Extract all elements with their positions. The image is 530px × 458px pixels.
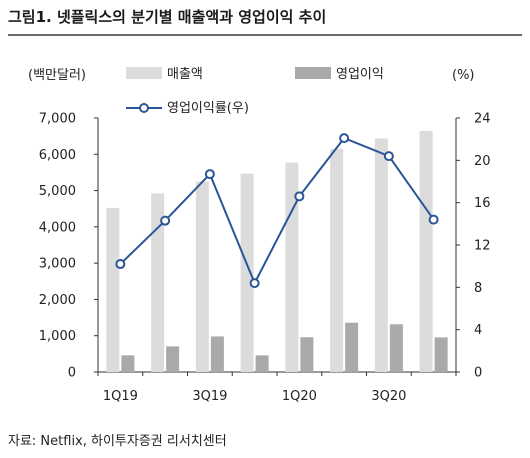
revenue-bar (419, 130, 433, 372)
operating-income-bar (166, 346, 180, 372)
operating-income-bar (121, 355, 135, 372)
operating-margin-point (383, 151, 394, 162)
left-axis-tick-label: 1,000 (39, 329, 76, 344)
right-unit-label: (%) (452, 68, 475, 83)
margin-line-layer (115, 133, 439, 289)
right-axis-tick-label: 16 (474, 196, 491, 211)
legend-revenue-label: 매출액 (167, 67, 203, 82)
bars-layer (106, 130, 448, 372)
revenue-bar (151, 193, 165, 372)
operating-income-bar (345, 322, 359, 372)
right-axis-tick-label: 24 (474, 112, 491, 127)
operating-income-bar (210, 336, 224, 372)
revenue-bar (330, 148, 344, 372)
x-axis-tick-label: 1Q19 (103, 389, 138, 404)
operating-margin-point (115, 259, 126, 270)
right-axis-tick-label: 12 (474, 239, 491, 254)
left-axis-tick-label: 5,000 (39, 184, 76, 199)
operating-margin-point (339, 133, 350, 144)
operating-margin-point (249, 278, 260, 289)
x-axis-tick-label: 3Q19 (192, 389, 227, 404)
title-divider (8, 34, 522, 36)
left-axis-tick-label: 7,000 (39, 112, 76, 127)
legend-operating-income-label: 영업이익 (336, 67, 384, 82)
operating-margin-point (294, 191, 305, 202)
legend-operating-income-swatch (295, 67, 331, 79)
legend-margin-label: 영업이익률(우) (167, 101, 249, 116)
axes-layer: 0 1,000 2,000 3,000 4,000 5,000 6,000 7,000 0 4 8 1… (28, 68, 491, 404)
figure-title: 그림1. 넷플릭스의 분기별 매출액과 영업이익 추이 (8, 8, 327, 26)
left-axis-tick-label: 4,000 (39, 220, 76, 235)
left-axis-tick-label: 6,000 (39, 148, 76, 163)
legend-revenue-swatch (126, 67, 162, 79)
left-unit-label: (백만달러) (28, 68, 86, 83)
right-axis-tick-label: 8 (474, 281, 482, 296)
operating-margin-point (428, 214, 439, 225)
operating-margin-point (160, 215, 171, 226)
left-axis-tick-label: 0 (68, 366, 76, 381)
left-axis-tick-label: 3,000 (39, 257, 76, 272)
source-note: 자료: Netflix, 하이투자증권 리서치센터 (8, 434, 227, 449)
revenue-bar (240, 173, 254, 372)
right-axis-tick-label: 0 (474, 366, 482, 381)
right-axis-tick-label: 4 (474, 323, 482, 338)
right-axis-tick-label: 20 (474, 154, 491, 169)
operating-income-bar (389, 324, 403, 372)
operating-income-bar (434, 337, 448, 372)
x-axis-tick-label: 3Q20 (371, 389, 406, 404)
legend-margin-marker (139, 103, 149, 113)
revenue-bar (195, 181, 209, 372)
left-axis-tick-label: 2,000 (39, 293, 76, 308)
operating-margin-point (204, 169, 215, 180)
operating-income-bar (255, 355, 269, 372)
operating-income-bar (300, 337, 314, 372)
x-axis-tick-label: 1Q20 (282, 389, 317, 404)
operating-margin-line (119, 136, 435, 286)
revenue-bar (374, 138, 388, 372)
revenue-bar (106, 207, 120, 372)
